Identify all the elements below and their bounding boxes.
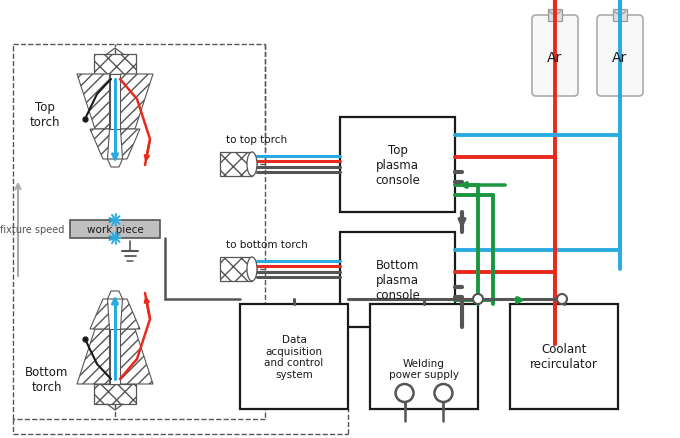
Polygon shape (120, 130, 140, 159)
Bar (220, 258, 252, 281)
FancyBboxPatch shape (597, 16, 643, 97)
Polygon shape (107, 159, 122, 168)
Text: Ar: Ar (613, 51, 628, 65)
Text: Bottom
plasma
console: Bottom plasma console (375, 258, 420, 301)
Bar (70, 220, 160, 238)
Text: work piece: work piece (86, 225, 143, 234)
Ellipse shape (247, 258, 257, 281)
Polygon shape (120, 75, 153, 130)
Polygon shape (107, 291, 122, 299)
Bar (548, 10, 562, 22)
Bar (109, 75, 120, 130)
Bar (340, 118, 455, 212)
Polygon shape (90, 130, 109, 159)
Bar (370, 304, 478, 409)
Text: Coolant
recirculator: Coolant recirculator (530, 343, 598, 371)
Circle shape (435, 384, 452, 402)
Text: Ar: Ar (547, 51, 562, 65)
Text: fixture speed: fixture speed (0, 225, 65, 234)
Bar (613, 10, 627, 22)
Polygon shape (90, 299, 109, 329)
Bar (109, 329, 120, 384)
Text: to bottom torch: to bottom torch (226, 240, 308, 249)
Text: Welding
power supply: Welding power supply (389, 358, 459, 379)
Circle shape (396, 384, 413, 402)
Polygon shape (77, 75, 109, 130)
Polygon shape (120, 299, 140, 329)
Text: to top torch: to top torch (226, 135, 287, 145)
Circle shape (473, 294, 483, 304)
Text: Top
plasma
console: Top plasma console (375, 144, 420, 187)
Bar (340, 233, 455, 327)
Bar (94, 55, 136, 75)
FancyBboxPatch shape (532, 16, 578, 97)
Bar (510, 304, 618, 409)
Polygon shape (77, 329, 109, 384)
Bar (220, 153, 252, 177)
Circle shape (557, 294, 567, 304)
Text: Bottom
torch: Bottom torch (25, 365, 69, 393)
Bar (240, 304, 348, 409)
Ellipse shape (247, 153, 257, 177)
Text: Top
torch: Top torch (30, 101, 61, 129)
Bar (94, 384, 136, 404)
Polygon shape (120, 329, 153, 384)
Text: Data
acquisition
and control
system: Data acquisition and control system (265, 334, 324, 379)
